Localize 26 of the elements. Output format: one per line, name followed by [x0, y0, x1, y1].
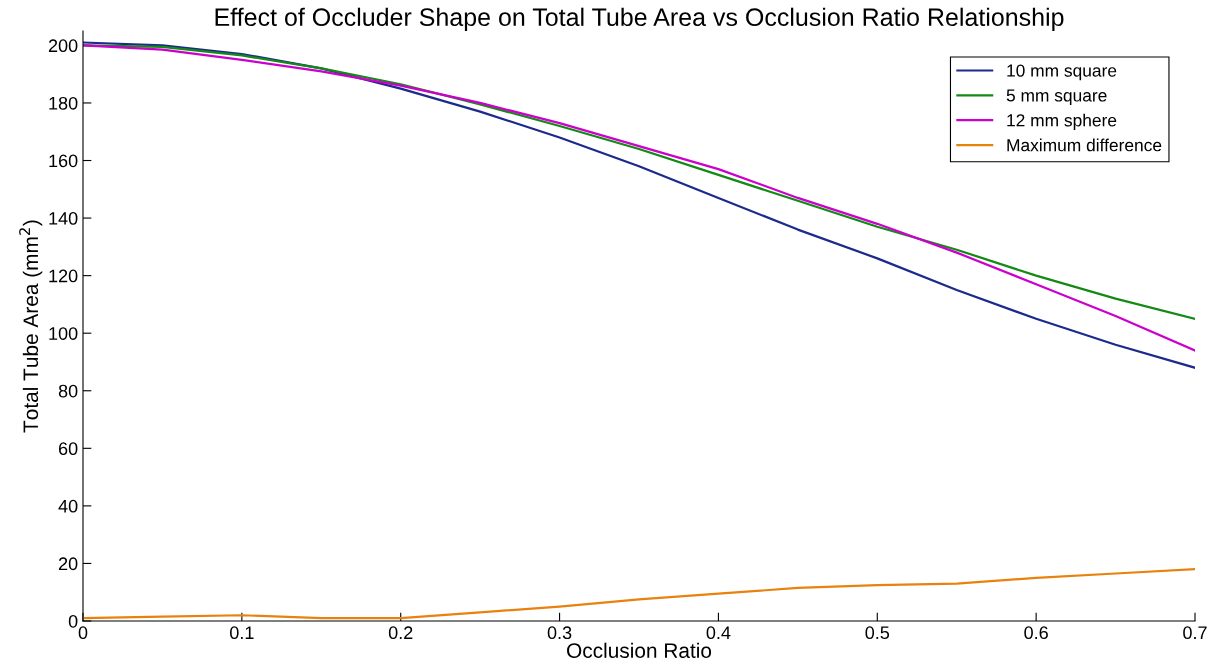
y-tick-label: 0 — [68, 614, 78, 628]
x-axis-title: Occlusion Ratio — [567, 642, 712, 658]
y-tick-label: 160 — [49, 154, 78, 168]
y-tick-label: 100 — [49, 327, 78, 340]
y-tick-label: 180 — [49, 96, 78, 110]
x-tick-label: 0.7 — [1183, 626, 1207, 640]
y-tick-label: 200 — [48, 39, 78, 53]
legend-label: 10 mm square — [1007, 64, 1117, 81]
y-tick-label: 80 — [58, 384, 78, 398]
x-tick-label: 0.2 — [388, 626, 413, 640]
y-tick-label: 120 — [49, 269, 78, 283]
y-tick-label: 20 — [58, 557, 78, 571]
legend-label: 5 mm square — [1006, 89, 1107, 106]
x-tick-label: 0.6 — [1024, 626, 1048, 640]
x-tick-label: 0.3 — [547, 626, 572, 640]
x-tick-label: 0 — [78, 626, 88, 640]
x-tick-label: 0.4 — [706, 626, 731, 640]
y-tick-label: 60 — [58, 442, 78, 456]
x-tick-label: 0.1 — [230, 626, 254, 640]
y-tick-label: 40 — [58, 499, 78, 513]
x-tick-label: 0.5 — [865, 626, 890, 640]
legend-label: Maximum difference — [1007, 138, 1162, 152]
y-tick-label: 140 — [49, 212, 78, 225]
legend-label: 12 mm sphere — [1007, 113, 1117, 130]
chart-title: Effect of Occluder Shape on Total Tube Area vs Occlusion Ratio Relationship — [215, 7, 1064, 31]
y-axis-title: Total Tube Area (mm$^{2}$) — [19, 220, 43, 433]
